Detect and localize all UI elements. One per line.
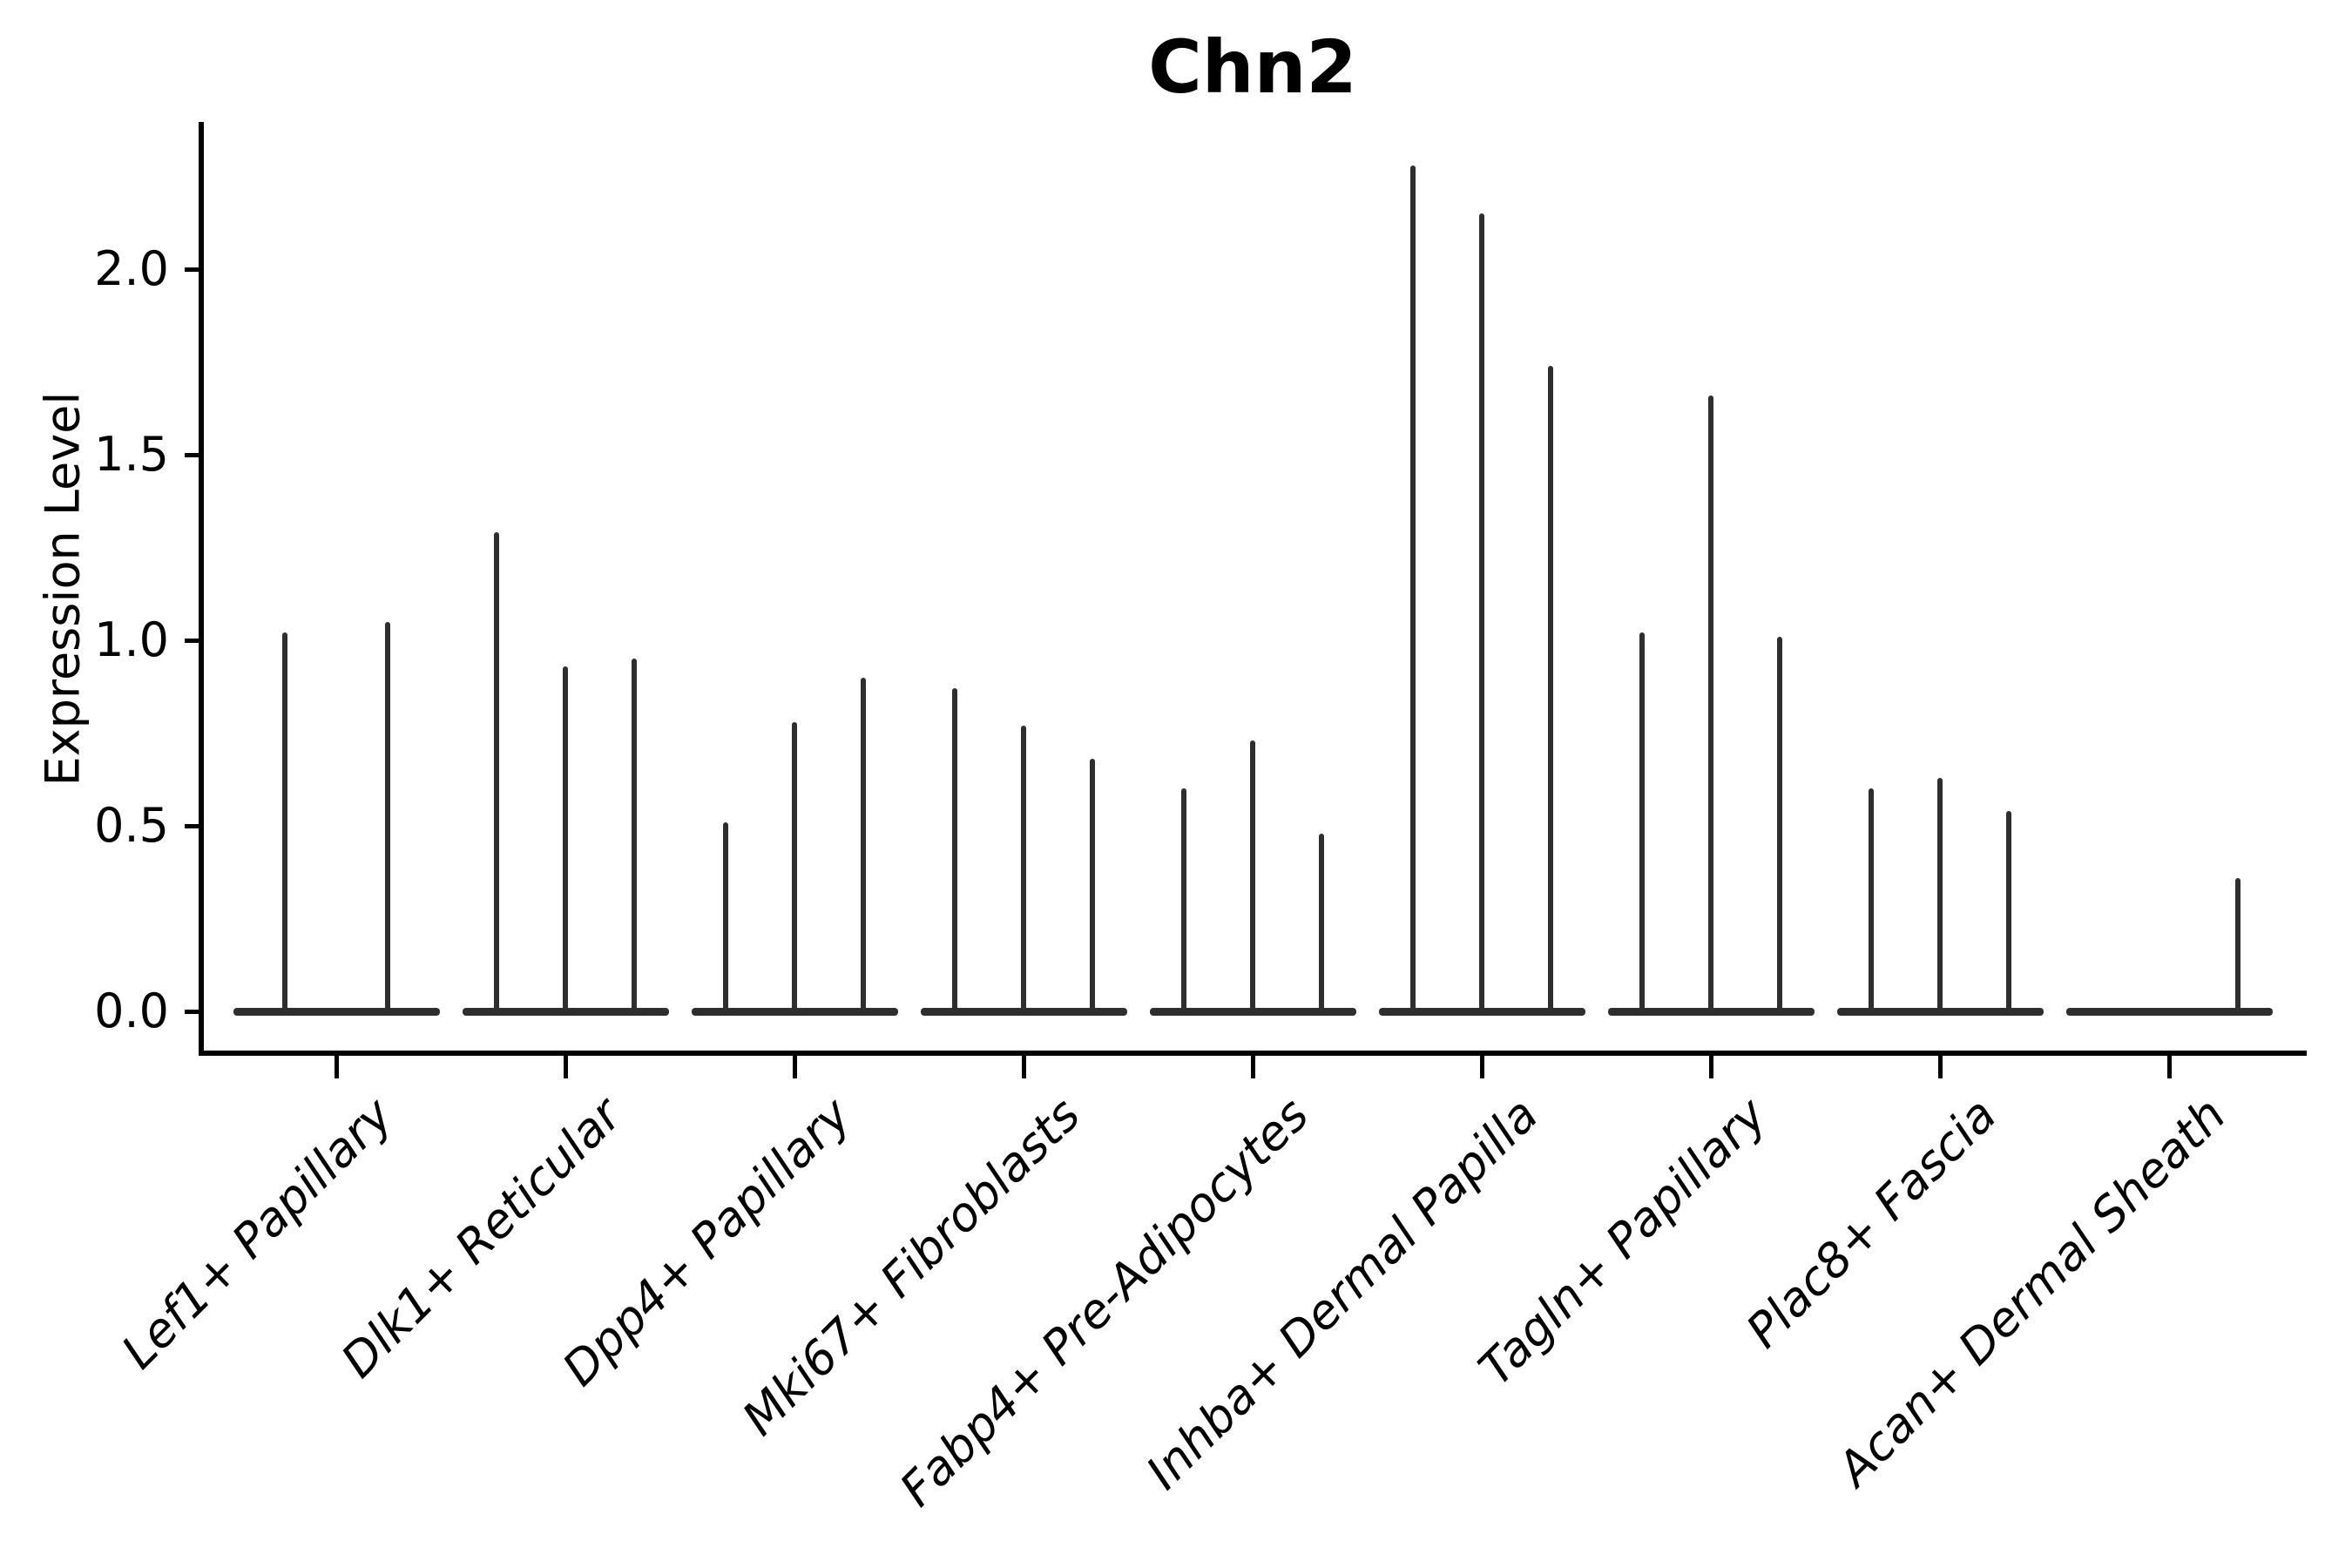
y-tick-mark	[185, 1009, 199, 1014]
y-tick-mark	[185, 638, 199, 643]
violin	[1708, 395, 1713, 1011]
y-tick-label: 2.0	[94, 241, 169, 296]
violin-baseline	[1378, 1007, 1585, 1016]
violin	[632, 659, 637, 1011]
x-tick-label: Inhba+ Dermal Papilla	[1135, 1087, 1549, 1500]
violin-baseline	[1836, 1007, 2044, 1016]
violin-baseline	[691, 1007, 898, 1016]
violin	[723, 821, 728, 1011]
x-tick-mark	[1708, 1056, 1713, 1078]
plot-area: 0.0 0.5 1.0 1.5 2.0	[94, 122, 2307, 1078]
violin	[2235, 877, 2240, 1011]
violin	[1639, 632, 1645, 1011]
violin	[1937, 777, 1943, 1011]
y-tick-mark	[185, 267, 199, 272]
x-tick-label: Acan+ Dermal Sheath	[1826, 1087, 2236, 1497]
x-tick-label: Fabp4+ Pre-Adipocytes	[889, 1087, 1320, 1517]
y-tick-label: 1.5	[94, 427, 169, 482]
x-tick-mark	[1021, 1056, 1026, 1078]
chart-title: Chn2	[1148, 24, 1357, 110]
violin	[1777, 636, 1782, 1011]
y-tick-label: 1.0	[94, 612, 169, 667]
violin	[1021, 725, 1026, 1011]
x-tick-mark	[792, 1056, 797, 1078]
y-tick-label: 0.5	[94, 798, 169, 853]
y-axis-spine	[199, 122, 204, 1056]
violin	[1319, 833, 1324, 1011]
violin	[1548, 365, 1553, 1011]
violin	[281, 632, 287, 1011]
violin	[385, 621, 391, 1011]
y-tick-mark	[185, 452, 199, 457]
violin	[1410, 165, 1416, 1011]
x-axis-spine	[199, 1051, 2307, 1056]
violin-baseline	[1607, 1007, 1815, 1016]
y-tick-mark	[185, 823, 199, 828]
violin	[1869, 788, 1874, 1011]
violin	[861, 677, 866, 1011]
x-tick-mark	[563, 1056, 568, 1078]
violin-baseline	[1149, 1007, 1356, 1016]
x-tick-mark	[334, 1056, 339, 1078]
x-tick-mark	[1479, 1056, 1484, 1078]
violin-baseline	[920, 1007, 1127, 1016]
violin	[952, 688, 957, 1011]
violin	[494, 532, 499, 1011]
violin	[2006, 810, 2011, 1011]
x-tick-mark	[1250, 1056, 1255, 1078]
violin	[1479, 213, 1484, 1011]
violin-baseline	[233, 1007, 440, 1016]
violin	[1090, 759, 1095, 1011]
violin	[1250, 740, 1255, 1011]
violin-baseline	[462, 1007, 669, 1016]
x-tick-mark	[1937, 1056, 1943, 1078]
violin	[1181, 788, 1186, 1011]
y-tick-label: 0.0	[94, 983, 169, 1038]
violin-baseline	[2065, 1007, 2273, 1016]
violin	[792, 721, 797, 1011]
x-tick-mark	[2166, 1056, 2172, 1078]
violin	[563, 666, 568, 1011]
